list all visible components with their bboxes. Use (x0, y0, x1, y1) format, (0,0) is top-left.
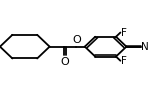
Text: N: N (141, 42, 149, 52)
Text: O: O (61, 57, 69, 67)
Text: O: O (72, 35, 81, 45)
Text: F: F (121, 56, 127, 66)
Text: F: F (121, 28, 127, 38)
